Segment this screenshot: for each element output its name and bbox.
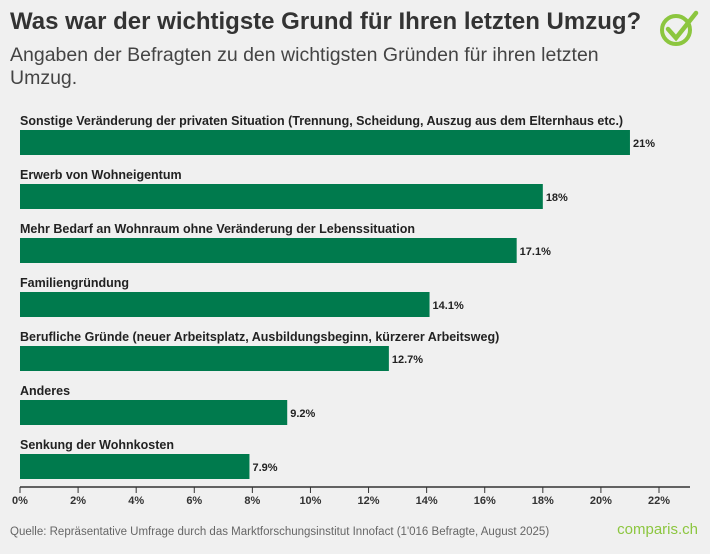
x-tick-label: 2%: [70, 495, 86, 507]
bar: [20, 346, 389, 371]
category-label: Berufliche Gründe (neuer Arbeitsplatz, A…: [20, 330, 499, 344]
chart-subtitle: Angaben der Befragten zu den wichtigsten…: [10, 44, 599, 89]
bar: [20, 400, 288, 425]
chart-title: Was war der wichtigste Grund für Ihren l…: [10, 8, 642, 35]
bar: [20, 454, 250, 479]
data-label: 12.7%: [392, 354, 423, 366]
bar: [20, 238, 517, 263]
category-label: Familiengründung: [20, 276, 129, 290]
brand-logo: comparis.ch: [617, 521, 698, 538]
bar: [20, 130, 630, 155]
x-tick-label: 20%: [590, 495, 612, 507]
category-label: Anderes: [20, 384, 70, 398]
bar-chart: Sonstige Veränderung der privaten Situat…: [12, 114, 690, 507]
x-tick-label: 6%: [186, 495, 202, 507]
x-tick-label: 14%: [416, 495, 438, 507]
category-label: Senkung der Wohnkosten: [20, 438, 174, 452]
category-label: Sonstige Veränderung der privaten Situat…: [20, 114, 623, 128]
data-label: 9.2%: [290, 408, 315, 420]
bar: [20, 292, 430, 317]
x-tick-label: 16%: [474, 495, 496, 507]
x-tick-label: 10%: [299, 495, 321, 507]
x-tick-label: 0%: [12, 495, 28, 507]
data-label: 21%: [633, 138, 655, 150]
source-note: Quelle: Repräsentative Umfrage durch das…: [10, 526, 550, 538]
category-label: Mehr Bedarf an Wohnraum ohne Veränderung…: [20, 222, 415, 236]
data-label: 14.1%: [433, 300, 464, 312]
x-tick-label: 4%: [128, 495, 144, 507]
x-tick-label: 18%: [532, 495, 554, 507]
category-label: Erwerb von Wohneigentum: [20, 168, 182, 182]
x-tick-label: 22%: [648, 495, 670, 507]
checkmark-logo-icon: [660, 10, 699, 46]
bar: [20, 184, 543, 209]
data-label: 18%: [546, 192, 568, 204]
data-label: 7.9%: [252, 462, 277, 474]
data-label: 17.1%: [520, 246, 551, 258]
x-tick-label: 12%: [358, 495, 380, 507]
x-tick-label: 8%: [244, 495, 260, 507]
